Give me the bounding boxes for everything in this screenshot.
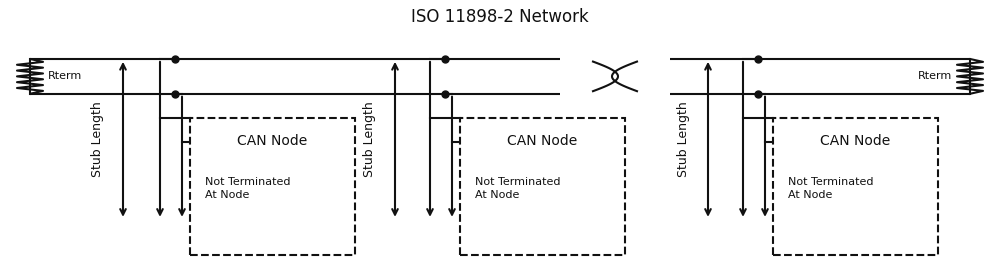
Bar <box>773 118 938 255</box>
Bar <box>190 118 355 255</box>
Text: Rterm: Rterm <box>918 71 952 81</box>
Bar <box>460 118 625 255</box>
Text: CAN Node: CAN Node <box>820 134 891 148</box>
Text: CAN Node: CAN Node <box>237 134 308 148</box>
Text: CAN Node: CAN Node <box>507 134 578 148</box>
Text: Not Terminated
At Node: Not Terminated At Node <box>205 177 290 200</box>
Text: Stub Length: Stub Length <box>676 102 690 177</box>
Text: Not Terminated
At Node: Not Terminated At Node <box>788 177 874 200</box>
Text: Stub Length: Stub Length <box>364 102 376 177</box>
Text: Rterm: Rterm <box>48 71 82 81</box>
Text: ISO 11898-2 Network: ISO 11898-2 Network <box>411 8 589 26</box>
Text: Not Terminated
At Node: Not Terminated At Node <box>475 177 560 200</box>
Text: Stub Length: Stub Length <box>92 102 104 177</box>
